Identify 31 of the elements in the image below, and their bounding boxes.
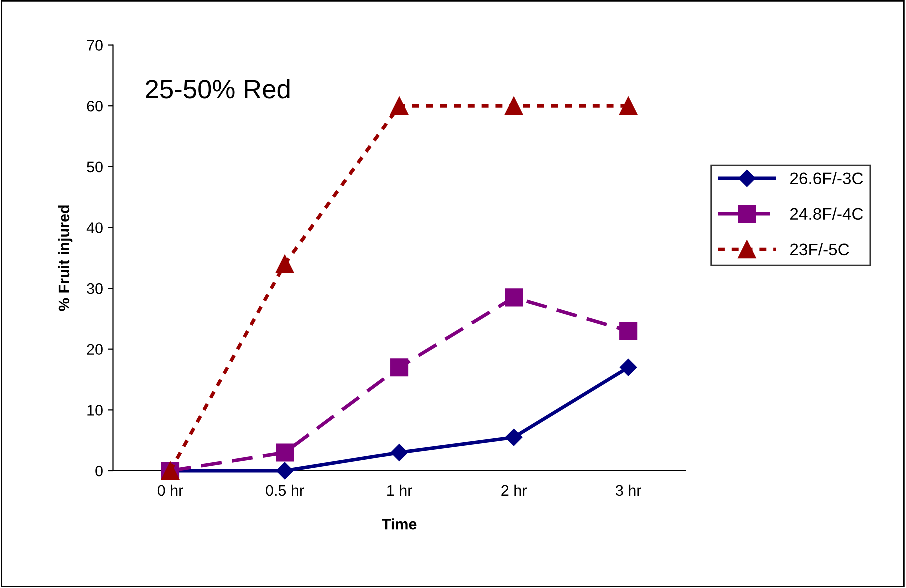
point [276, 462, 294, 480]
y-tick-label: 60 [87, 100, 103, 112]
x-axis-title: Time [382, 518, 417, 530]
point [276, 444, 294, 462]
annotation: 25-50% Red [146, 79, 290, 99]
point [620, 322, 638, 340]
point [390, 97, 409, 116]
point [505, 97, 524, 116]
y-axis-title: % Fruit injured [58, 206, 73, 312]
point [276, 255, 294, 274]
point [506, 428, 523, 446]
y-tick-label: 30 [87, 283, 103, 294]
legend-label: 26.6F/-3C [790, 172, 864, 184]
legend-label: 24.8F/-4C [790, 208, 864, 220]
x-tick-label: 0 hr [158, 484, 184, 496]
legend-label: 23F/-5C [790, 243, 850, 256]
point [505, 288, 524, 307]
x-tick-label: 2 hr [502, 484, 527, 496]
y-tick-label: 50 [87, 162, 103, 173]
point [620, 359, 638, 376]
y-tick-label: 10 [88, 405, 103, 416]
y-tick-label: 20 [87, 344, 103, 356]
y-tick-label: 40 [86, 222, 103, 234]
point [390, 444, 408, 462]
y-tick-label: 70 [87, 40, 103, 51]
x-tick-label: 0.5 hr [266, 484, 304, 496]
point [390, 358, 409, 377]
y-tick-label: 0 [96, 466, 103, 477]
point [620, 97, 638, 116]
x-tick-label: 1 hr [388, 484, 412, 496]
x-tick-label: 3 hr [616, 484, 642, 496]
